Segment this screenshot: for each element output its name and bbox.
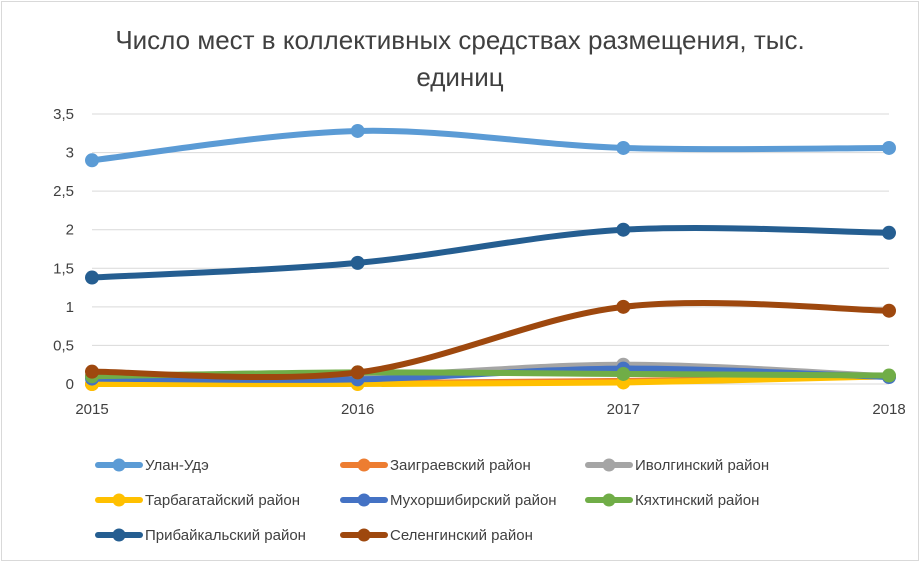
legend-swatch-marker	[602, 458, 616, 472]
series-line	[89, 225, 892, 281]
series-line	[89, 373, 892, 388]
data-point	[616, 222, 631, 237]
legend-label: Тарбагатайский район	[145, 492, 300, 509]
legend-item: Кяхтинский район	[585, 492, 759, 509]
data-point	[882, 225, 896, 240]
legend-item: Мухоршибирский район	[340, 492, 557, 509]
legend-item: Иволгинский район	[585, 457, 769, 474]
legend-label: Мухоршибирский район	[390, 492, 557, 509]
legend-label: Селенгинский район	[390, 527, 533, 544]
legend-label: Кяхтинский район	[635, 492, 759, 509]
data-point	[85, 364, 99, 379]
data-point	[616, 140, 631, 155]
legend-label: Улан-Удэ	[145, 457, 209, 474]
data-point	[882, 368, 896, 383]
data-point	[616, 366, 631, 381]
data-point	[616, 299, 631, 314]
legend-swatch-marker	[112, 493, 126, 507]
data-point	[85, 270, 99, 285]
legend-item: Улан-Удэ	[95, 457, 209, 474]
x-tick-label: 2017	[607, 401, 640, 418]
y-tick-label: 0,5	[53, 337, 74, 354]
series-6	[85, 222, 896, 285]
legend-swatch-marker	[602, 493, 616, 507]
legend-label: Прибайкальский район	[145, 527, 306, 544]
legend-label: Заиграевский район	[390, 457, 531, 474]
chart-title-line2: единиц	[416, 62, 504, 92]
y-tick-label: 3,5	[53, 106, 74, 123]
data-point	[350, 123, 365, 138]
chart-title-line1: Число мест в коллективных средствах разм…	[115, 25, 805, 55]
data-point	[350, 365, 365, 380]
legend-item: Заиграевский район	[340, 457, 531, 474]
data-point	[882, 140, 896, 155]
y-tick-label: 2	[66, 222, 74, 239]
x-tick-label: 2018	[872, 401, 905, 418]
y-tick-label: 2,5	[53, 183, 74, 200]
legend-swatch-marker	[357, 493, 371, 507]
legend-label: Иволгинский район	[635, 457, 769, 474]
chart-title: Число мест в коллективных средствах разм…	[60, 22, 860, 96]
series-7	[85, 299, 896, 381]
series-line	[89, 127, 892, 164]
y-axis-ticks: 0 0,5 1 1,5 2 2,5 3 3,5	[53, 106, 74, 393]
legend: Улан-Удэ Заиграевский район Иволгинский ра…	[95, 457, 769, 544]
legend-item: Селенгинский район	[340, 527, 533, 544]
y-tick-label: 0	[66, 376, 74, 393]
legend-item: Прибайкальский район	[95, 527, 306, 544]
legend-item: Тарбагатайский район	[95, 492, 300, 509]
series-line	[89, 300, 892, 381]
legend-swatch-marker	[357, 458, 371, 472]
y-tick-label: 1,5	[53, 260, 74, 277]
x-axis-ticks: 2015 2016 2017 2018	[75, 401, 905, 418]
legend-swatch-marker	[112, 458, 126, 472]
y-tick-label: 1	[66, 299, 74, 316]
legend-swatch-marker	[357, 528, 371, 542]
series-0	[85, 123, 896, 168]
legend-swatch-marker	[112, 528, 126, 542]
data-point	[350, 255, 365, 270]
gridlines	[92, 113, 889, 385]
x-tick-label: 2016	[341, 401, 374, 418]
x-tick-label: 2015	[75, 401, 108, 418]
data-point	[882, 303, 896, 318]
y-tick-label: 3	[66, 145, 74, 162]
series-group	[85, 123, 896, 391]
data-point	[85, 153, 99, 168]
